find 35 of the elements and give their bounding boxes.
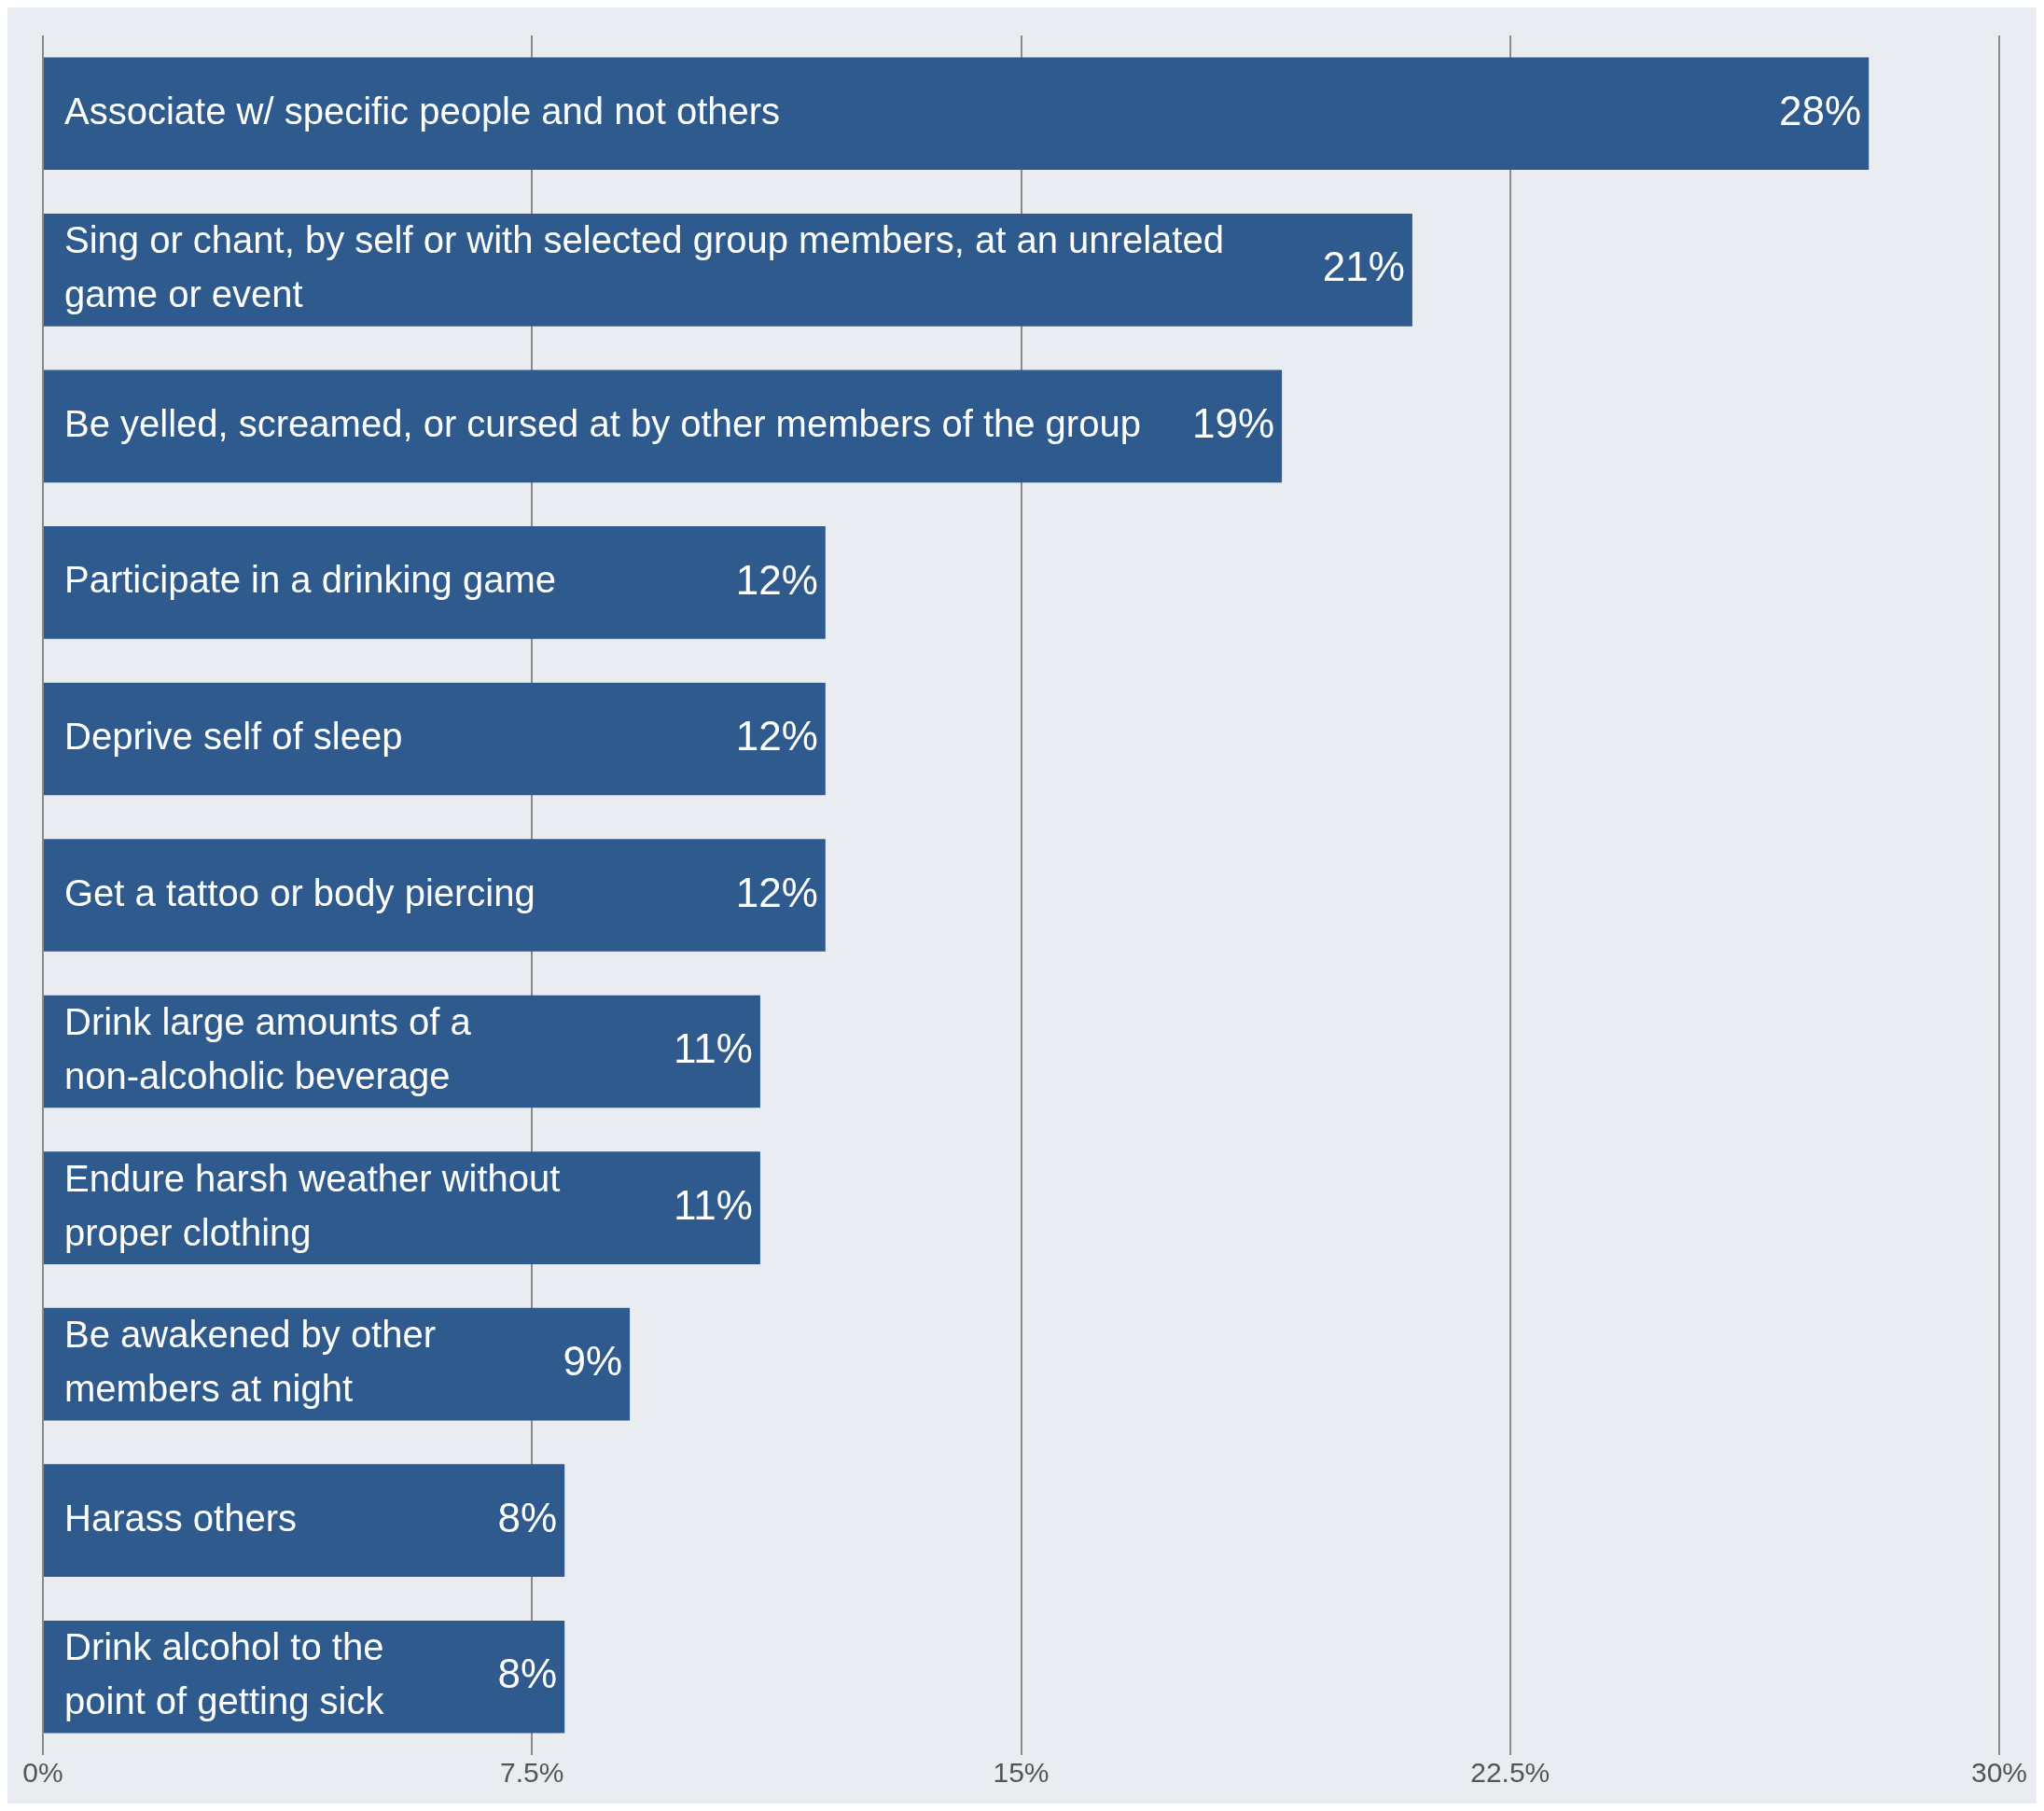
data-label: 28%: [1779, 87, 1862, 133]
data-label: 11%: [674, 1025, 753, 1072]
y-tick-label: Be yelled, screamed, or cursed at by other members of the group: [64, 402, 1141, 444]
data-label: 21%: [1322, 244, 1405, 290]
data-label: 19%: [1192, 400, 1275, 446]
data-label: 12%: [735, 713, 818, 759]
bar: [44, 839, 826, 952]
y-tick-label: Associate w/ specific people and not others: [64, 90, 781, 132]
y-tick-label: Drink alcohol to the point of getting sick: [64, 1626, 385, 1722]
bar: [44, 526, 826, 639]
y-tick-label: Participate in a drinking game: [64, 559, 556, 601]
y-tick-label: Be awakened by other members at night: [64, 1314, 437, 1410]
bar: [44, 682, 826, 796]
data-label: 12%: [735, 869, 818, 915]
x-tick-label: 15%: [993, 1757, 1050, 1789]
bar: [44, 57, 1870, 171]
x-tick-label: 7.5%: [500, 1757, 564, 1789]
y-tick-label: Sing or chant, by self or with selected group members, at an unrelated game or event: [64, 219, 1224, 315]
y-tick-label: Harass others: [64, 1497, 297, 1539]
y-tick-label: Deprive self of sleep: [64, 715, 403, 757]
x-tick-label: 22.5%: [1470, 1757, 1550, 1789]
bar: [44, 1464, 565, 1577]
y-tick-label: Endure harsh weather without proper clothing: [64, 1157, 561, 1253]
x-tick-label: 0%: [22, 1757, 63, 1789]
bar: [44, 214, 1412, 327]
data-label: 12%: [735, 556, 818, 603]
bar: [44, 369, 1283, 483]
data-label: 8%: [497, 1651, 558, 1697]
y-tick-label: Drink large amounts of a non-alcoholic beverage: [64, 1001, 472, 1097]
data-label: 9%: [563, 1338, 623, 1385]
bar: [44, 1151, 760, 1264]
data-label: 8%: [497, 1494, 558, 1540]
y-tick-label: Get a tattoo or body piercing: [64, 871, 535, 913]
data-label: 11%: [674, 1181, 753, 1228]
x-tick-label: 30%: [1970, 1757, 2028, 1789]
